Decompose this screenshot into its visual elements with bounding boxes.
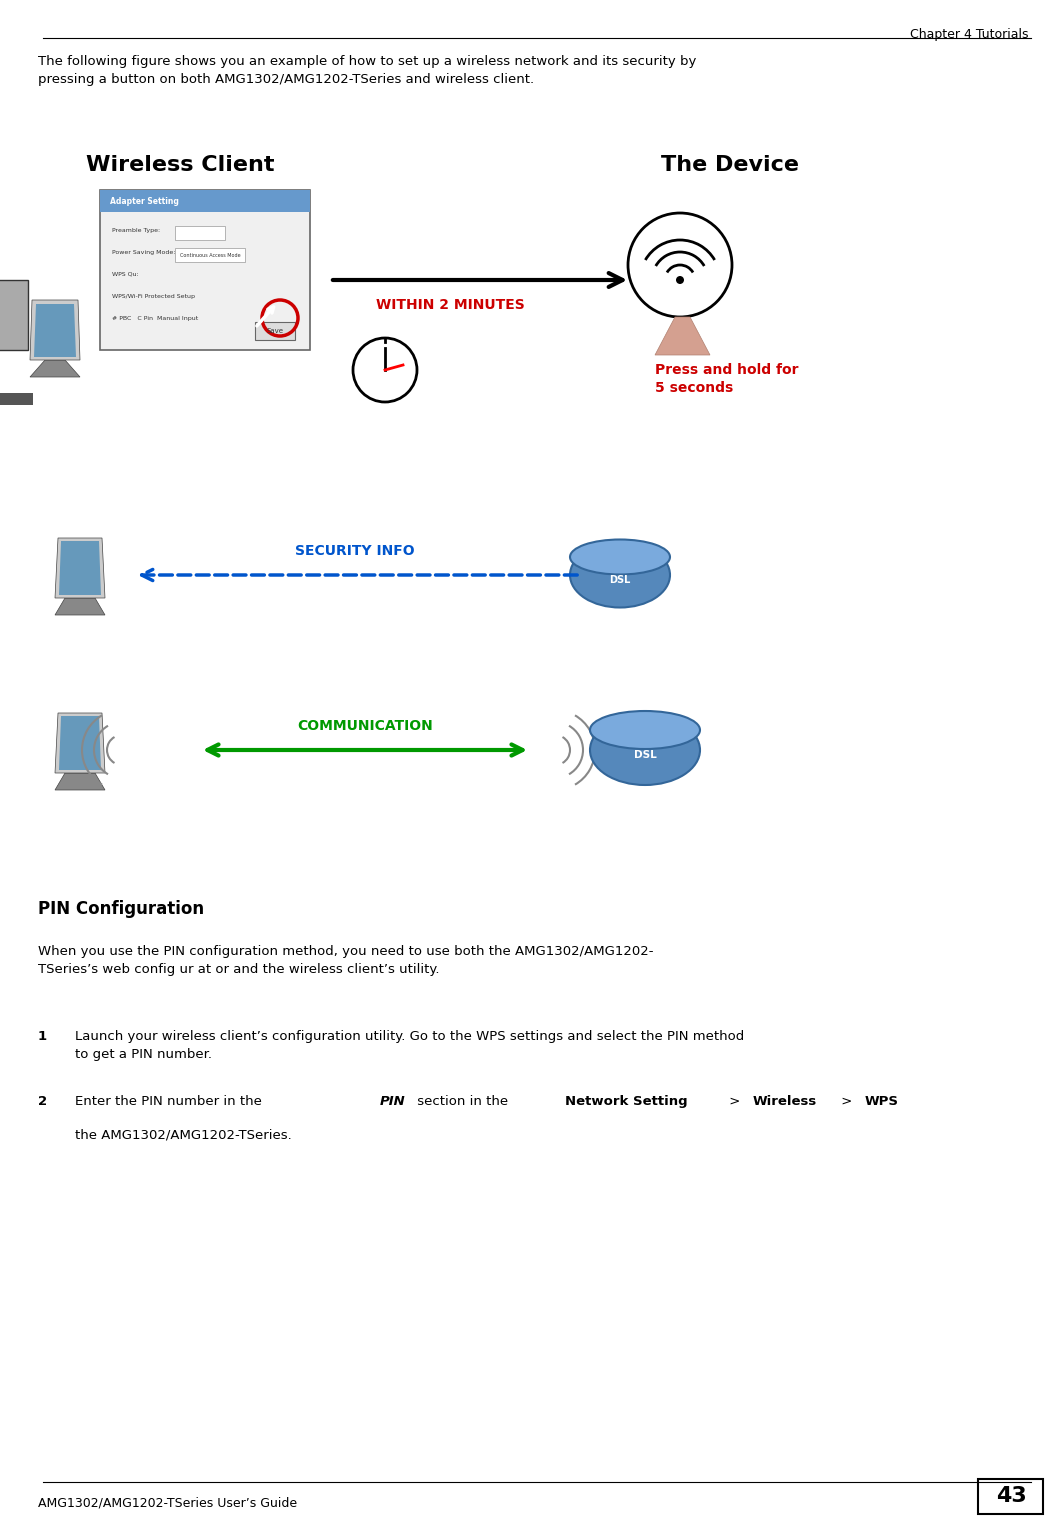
Text: The following figure shows you an example of how to set up a wireless network an: The following figure shows you an exampl… <box>38 55 696 85</box>
Text: When you use the PIN configuration method, you need to use both the AMG1302/AMG1: When you use the PIN configuration metho… <box>38 945 654 975</box>
Text: 2: 2 <box>38 1096 47 1108</box>
Text: Wireless Client: Wireless Client <box>86 155 274 175</box>
Text: Continuous Access Mode: Continuous Access Mode <box>180 253 240 258</box>
Polygon shape <box>60 716 101 770</box>
Text: PIN Configuration: PIN Configuration <box>38 901 204 917</box>
Text: Preamble Type:: Preamble Type: <box>112 227 161 233</box>
Text: >: > <box>837 1096 857 1108</box>
FancyBboxPatch shape <box>0 280 28 351</box>
Text: 1: 1 <box>38 1030 47 1042</box>
Ellipse shape <box>570 543 670 608</box>
Text: WPS: WPS <box>865 1096 899 1108</box>
Polygon shape <box>30 360 80 376</box>
Polygon shape <box>34 303 75 357</box>
Text: the AMG1302/AMG1202-TSeries.: the AMG1302/AMG1202-TSeries. <box>75 1128 291 1141</box>
Text: >: > <box>725 1096 744 1108</box>
Text: The Device: The Device <box>661 155 799 175</box>
Text: COMMUNICATION: COMMUNICATION <box>298 719 433 733</box>
Polygon shape <box>655 317 710 355</box>
Text: Save: Save <box>267 328 284 334</box>
Text: DSL: DSL <box>634 750 656 760</box>
Text: 43: 43 <box>996 1486 1027 1506</box>
Polygon shape <box>55 538 105 597</box>
Text: Power Saving Mode:: Power Saving Mode: <box>112 250 175 255</box>
Text: WITHIN 2 MINUTES: WITHIN 2 MINUTES <box>375 299 524 312</box>
Text: DSL: DSL <box>609 575 630 585</box>
Text: section in the: section in the <box>414 1096 512 1108</box>
Text: Press and hold for
5 seconds: Press and hold for 5 seconds <box>655 363 798 395</box>
Text: WPS Qu:: WPS Qu: <box>112 271 139 276</box>
Circle shape <box>353 338 417 402</box>
Circle shape <box>628 213 732 317</box>
Text: Launch your wireless client’s configuration utility. Go to the WPS settings and : Launch your wireless client’s configurat… <box>75 1030 744 1061</box>
Text: AMG1302/AMG1202-TSeries User’s Guide: AMG1302/AMG1202-TSeries User’s Guide <box>38 1497 298 1509</box>
Text: WPS/Wi-Fi Protected Setup: WPS/Wi-Fi Protected Setup <box>112 294 195 299</box>
Text: SECURITY INFO: SECURITY INFO <box>296 544 415 558</box>
Polygon shape <box>55 597 105 616</box>
Ellipse shape <box>590 715 701 785</box>
Ellipse shape <box>590 712 701 748</box>
Polygon shape <box>60 541 101 594</box>
FancyBboxPatch shape <box>978 1478 1043 1513</box>
Text: Adapter Setting: Adapter Setting <box>109 197 179 206</box>
Text: Chapter 4 Tutorials: Chapter 4 Tutorials <box>910 27 1028 41</box>
Ellipse shape <box>570 539 670 575</box>
FancyBboxPatch shape <box>100 190 310 212</box>
Circle shape <box>676 276 684 283</box>
Polygon shape <box>30 300 80 360</box>
Polygon shape <box>55 713 105 773</box>
Text: Network Setting: Network Setting <box>566 1096 688 1108</box>
FancyBboxPatch shape <box>0 393 33 405</box>
Text: Enter the PIN number in the: Enter the PIN number in the <box>75 1096 266 1108</box>
Text: # PBC   C Pin  Manual Input: # PBC C Pin Manual Input <box>112 315 199 320</box>
FancyBboxPatch shape <box>175 248 244 262</box>
FancyBboxPatch shape <box>100 190 310 351</box>
FancyBboxPatch shape <box>255 322 296 340</box>
Text: Wireless: Wireless <box>753 1096 817 1108</box>
Polygon shape <box>55 773 105 789</box>
FancyBboxPatch shape <box>175 226 225 239</box>
Text: PIN: PIN <box>379 1096 406 1108</box>
